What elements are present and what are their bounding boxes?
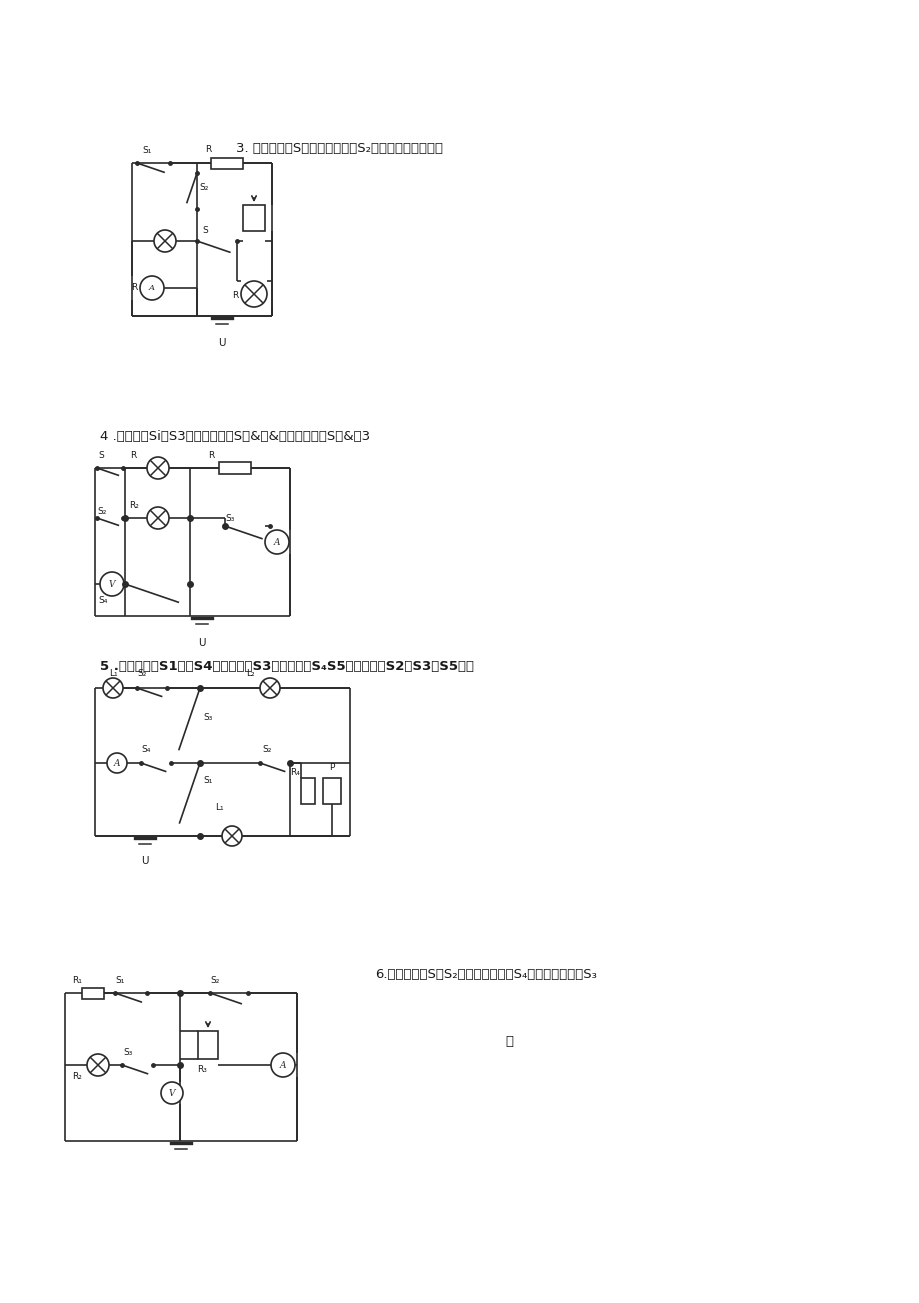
Text: A: A — [114, 760, 120, 767]
Bar — [210, 158, 243, 168]
Text: R: R — [208, 451, 214, 460]
Circle shape — [103, 678, 123, 698]
Text: L₂: L₂ — [245, 668, 254, 678]
Text: 4 .闭合开关Si、S3时；闭合开关S、&、&时；闭合开关S、&、3: 4 .闭合开关Si、S3时；闭合开关S、&、&时；闭合开关S、&、3 — [100, 430, 369, 443]
Circle shape — [87, 1054, 108, 1076]
Circle shape — [241, 281, 267, 308]
Circle shape — [100, 572, 124, 595]
Circle shape — [153, 231, 176, 251]
Text: S₁: S₁ — [142, 146, 152, 155]
Text: S₂: S₂ — [199, 182, 208, 192]
Text: S₃: S₃ — [225, 513, 234, 523]
Text: L₁: L₁ — [215, 803, 223, 812]
Circle shape — [147, 457, 169, 480]
Text: S₃: S₃ — [123, 1048, 132, 1057]
Circle shape — [221, 826, 242, 846]
Text: R₂: R₂ — [72, 1072, 82, 1081]
Circle shape — [260, 678, 279, 698]
Text: P: P — [329, 764, 335, 771]
Text: R₃: R₃ — [197, 1065, 207, 1074]
Text: S₁: S₁ — [115, 976, 124, 985]
Text: R: R — [130, 451, 136, 460]
Text: A: A — [274, 538, 280, 547]
Circle shape — [140, 276, 164, 300]
Text: S₂: S₂ — [262, 745, 271, 754]
Bar — [82, 988, 104, 998]
Text: 3. 只闭合开关S时；只闭合开关S₂时；只闭合开关德时: 3. 只闭合开关S时；只闭合开关S₂时；只闭合开关德时 — [236, 142, 443, 155]
Circle shape — [147, 507, 169, 529]
Text: S₃: S₃ — [203, 713, 212, 722]
Text: 6.只闭合开关S和S₂时；只闭合开关S₄时；只闭合开关S₃: 6.只闭合开关S和S₂时；只闭合开关S₄时；只闭合开关S₃ — [375, 968, 596, 981]
Text: V: V — [168, 1089, 175, 1098]
Text: R₄: R₄ — [289, 767, 300, 777]
Bar — [243, 205, 265, 231]
Text: R₁: R₁ — [72, 976, 82, 985]
Text: A: A — [149, 284, 154, 292]
Bar — [219, 463, 251, 474]
Circle shape — [271, 1053, 295, 1078]
Text: S₄: S₄ — [141, 745, 150, 754]
Text: L₁: L₁ — [108, 668, 118, 678]
Text: U: U — [198, 638, 206, 648]
Circle shape — [107, 753, 127, 773]
Text: S₁: S₁ — [203, 777, 212, 784]
Bar — [323, 778, 341, 804]
Text: S₂: S₂ — [137, 668, 146, 678]
Circle shape — [161, 1081, 183, 1104]
Text: A: A — [279, 1061, 286, 1070]
Text: S₄: S₄ — [98, 595, 108, 605]
Bar — [198, 1031, 218, 1059]
Text: S₂: S₂ — [96, 507, 107, 516]
Bar — [301, 778, 314, 804]
Text: R₂: R₂ — [129, 500, 139, 509]
Text: U: U — [218, 337, 225, 348]
Circle shape — [265, 530, 289, 554]
Text: 5 .只闭合开关S1｢、S4时；只闭合S3时；只闭合S₄S5时；只闭合S2、S3、S5时；: 5 .只闭合开关S1｢、S4时；只闭合S3时；只闭合S₄S5时；只闭合S2、S3… — [100, 661, 473, 674]
Text: V: V — [108, 580, 115, 589]
Text: R: R — [205, 145, 211, 154]
Text: U: U — [142, 856, 149, 866]
Text: R: R — [130, 284, 137, 292]
Text: R: R — [232, 292, 238, 301]
Text: 时: 时 — [505, 1035, 513, 1048]
Text: S₂: S₂ — [210, 976, 219, 985]
Text: S: S — [202, 225, 208, 235]
Text: S: S — [98, 451, 104, 460]
